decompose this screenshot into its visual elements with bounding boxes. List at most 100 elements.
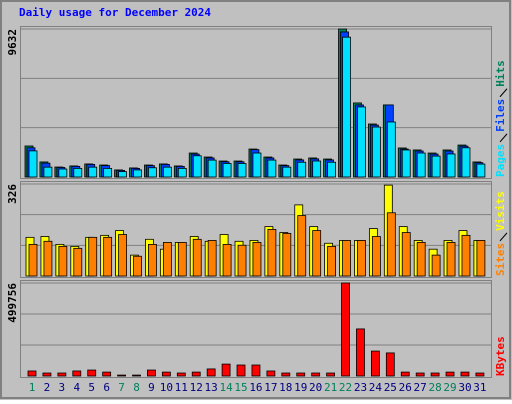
- bar: [312, 160, 322, 178]
- bar: [207, 159, 217, 178]
- bar: [446, 242, 456, 277]
- bar: [102, 371, 112, 377]
- bar: [103, 236, 113, 277]
- bar: [476, 240, 486, 277]
- bar: [58, 168, 68, 178]
- bar: [147, 369, 156, 377]
- bar: [430, 372, 440, 377]
- bar: [371, 126, 381, 178]
- x-tick-label: 15: [234, 381, 247, 394]
- bar: [162, 166, 172, 178]
- bar: [148, 167, 157, 178]
- legend-separator: [499, 133, 508, 143]
- bar: [342, 36, 351, 178]
- legend-entry: Visits: [494, 191, 507, 231]
- x-tick-label: 25: [384, 381, 397, 394]
- bar: [416, 152, 426, 178]
- bar: [103, 167, 113, 178]
- bar: [342, 240, 351, 277]
- bar: [177, 242, 187, 277]
- bar: [431, 155, 441, 178]
- bar: [73, 247, 83, 277]
- bar: [386, 212, 396, 277]
- x-tick-label: 17: [264, 381, 277, 394]
- x-tick-label: 7: [118, 381, 125, 394]
- x-tick-label: 21: [324, 381, 337, 394]
- bar: [356, 328, 365, 377]
- bar: [431, 254, 441, 277]
- x-tick-label: 4: [73, 381, 80, 394]
- bar: [43, 240, 53, 277]
- x-tick-label: 22: [339, 381, 352, 394]
- bar: [87, 369, 97, 377]
- panel-frame: [20, 280, 492, 378]
- x-tick-label: 14: [219, 381, 233, 394]
- bar: [176, 372, 186, 377]
- x-tick-label: 18: [279, 381, 292, 394]
- x-tick-label: 3: [59, 381, 66, 394]
- bar: [266, 370, 276, 377]
- bar: [386, 121, 396, 178]
- bar: [460, 371, 470, 377]
- bar: [312, 230, 322, 277]
- legend-entry: Sites: [494, 243, 507, 276]
- bar: [133, 169, 142, 178]
- legend-entry: KBytes: [494, 336, 507, 376]
- bar: [370, 350, 380, 377]
- x-tick-label: 1: [29, 381, 36, 394]
- x-tick-label: 5: [88, 381, 95, 394]
- bar: [252, 152, 262, 178]
- bar: [148, 243, 157, 277]
- legend-separator: [499, 232, 508, 242]
- bar: [117, 374, 126, 377]
- bar: [88, 166, 98, 178]
- bar: [133, 255, 142, 277]
- bar: [43, 166, 53, 178]
- bar: [311, 372, 321, 377]
- x-tick-label: 10: [160, 381, 173, 394]
- bar: [297, 161, 307, 178]
- bar: [237, 244, 247, 277]
- x-tick-label: 6: [103, 381, 110, 394]
- legend-entry: Hits: [494, 60, 507, 87]
- x-tick-label: 30: [458, 381, 471, 394]
- bar: [191, 371, 201, 377]
- bar: [282, 166, 292, 178]
- bar: [57, 372, 67, 377]
- bar: [401, 149, 411, 178]
- bar: [476, 163, 486, 178]
- bar: [192, 155, 202, 178]
- bar: [267, 229, 277, 277]
- x-tick-label: 16: [249, 381, 262, 394]
- bar: [446, 153, 456, 178]
- bar: [416, 242, 426, 277]
- bar: [296, 372, 306, 377]
- bar: [237, 163, 247, 178]
- bar: [415, 372, 425, 377]
- bar: [327, 161, 337, 178]
- bar: [445, 371, 455, 377]
- bar: [72, 370, 82, 377]
- bar: [297, 215, 307, 277]
- bar: [327, 245, 337, 277]
- bar: [371, 236, 381, 277]
- bar: [267, 159, 277, 178]
- bar: [400, 371, 410, 377]
- bar: [461, 234, 471, 277]
- bar: [192, 238, 202, 277]
- bar: [341, 282, 350, 377]
- bar: [357, 106, 366, 178]
- bar: [251, 364, 261, 377]
- x-tick-label: 2: [44, 381, 51, 394]
- bar: [177, 167, 187, 178]
- bar: [132, 374, 141, 377]
- frames: [20, 26, 492, 378]
- x-tick-label: 20: [309, 381, 322, 394]
- bar: [161, 371, 171, 377]
- x-tick-label: 8: [133, 381, 140, 394]
- bar: [162, 242, 172, 277]
- x-tick-label: 26: [399, 381, 412, 394]
- y-tick-label: 326: [6, 184, 19, 204]
- bar: [252, 242, 262, 277]
